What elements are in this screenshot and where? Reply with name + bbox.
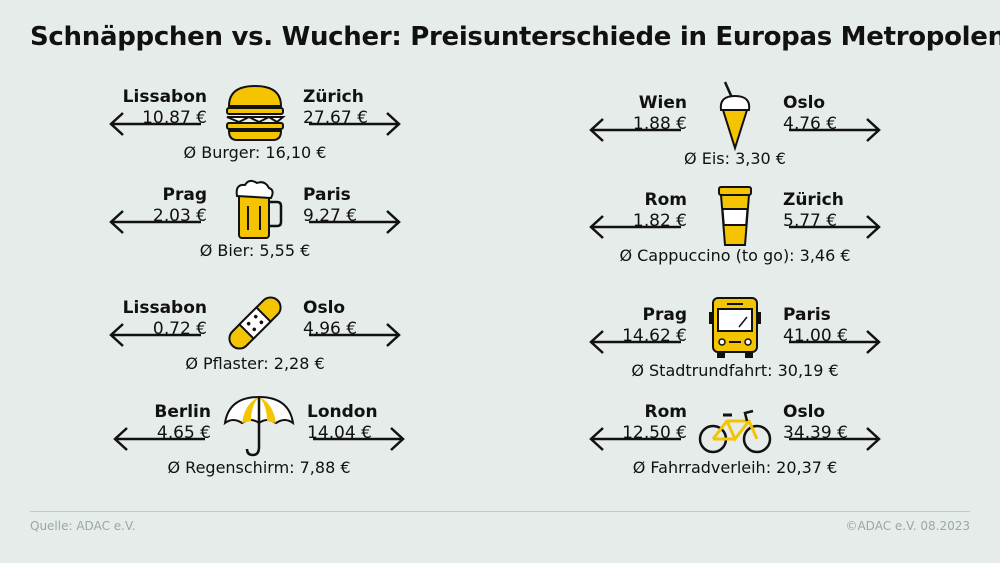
arrow-left-icon [589, 330, 681, 354]
footer-divider [30, 511, 970, 512]
average-price: Ø Cappuccino (to go): 3,46 € [619, 246, 851, 265]
average-price: Ø Pflaster: 2,28 € [185, 354, 325, 373]
ice-cream-icon [719, 81, 751, 152]
burger-icon [226, 84, 286, 141]
left-city: Rom [644, 190, 687, 210]
arrow-right-icon [309, 323, 401, 347]
copyright-note: ©ADAC e.V. 08.2023 [845, 519, 970, 533]
right-city: Paris [303, 185, 351, 205]
arrow-left-icon [589, 427, 681, 451]
page-title: Schnäppchen vs. Wucher: Preisunterschied… [30, 22, 1000, 52]
arrow-right-icon [789, 118, 881, 142]
arrow-left-icon [589, 118, 681, 142]
left-city: Wien [638, 93, 687, 113]
bus-icon [709, 297, 761, 358]
arrow-left-icon [589, 215, 681, 239]
arrow-right-icon [313, 427, 405, 451]
left-city: Berlin [154, 402, 211, 422]
right-city: Paris [783, 305, 831, 325]
right-city: Zürich [303, 87, 364, 107]
arrow-right-icon [789, 215, 881, 239]
coffee-cup-icon [718, 186, 752, 246]
right-city: Oslo [783, 93, 826, 113]
arrow-right-icon [309, 112, 401, 136]
average-price: Ø Bier: 5,55 € [199, 241, 311, 260]
arrow-left-icon [113, 427, 205, 451]
right-city: Oslo [783, 402, 826, 422]
right-city: Zürich [783, 190, 844, 210]
source-note: Quelle: ADAC e.V. [30, 519, 136, 533]
bicycle-icon [698, 409, 772, 454]
average-price: Ø Burger: 16,10 € [183, 143, 327, 162]
left-city: Lissabon [122, 298, 207, 318]
arrow-left-icon [109, 112, 201, 136]
arrow-right-icon [789, 427, 881, 451]
arrow-left-icon [109, 323, 201, 347]
arrow-right-icon [309, 210, 401, 234]
right-city: London [307, 402, 378, 422]
arrow-right-icon [789, 330, 881, 354]
average-price: Ø Regenschirm: 7,88 € [167, 458, 351, 477]
average-price: Ø Stadtrundfahrt: 30,19 € [631, 361, 839, 380]
left-city: Prag [162, 185, 207, 205]
arrow-left-icon [109, 210, 201, 234]
bandage-icon [228, 296, 282, 350]
right-city: Oslo [303, 298, 346, 318]
average-price: Ø Eis: 3,30 € [684, 149, 786, 168]
left-city: Lissabon [122, 87, 207, 107]
left-city: Rom [644, 402, 687, 422]
beer-icon [235, 179, 283, 239]
umbrella-icon [223, 395, 295, 457]
left-city: Prag [642, 305, 687, 325]
average-price: Ø Fahrradverleih: 20,37 € [632, 458, 838, 477]
